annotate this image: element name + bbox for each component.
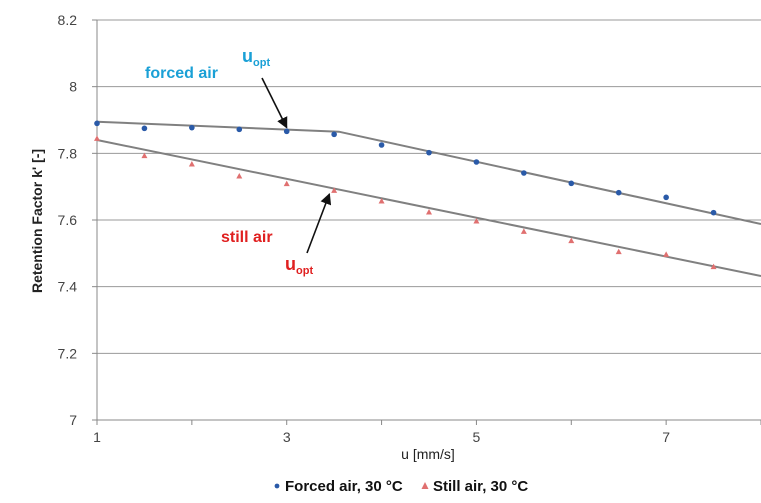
legend-label-still-air: Still air, 30 °C — [433, 478, 528, 495]
data-points — [94, 120, 717, 270]
data-point-still-air — [568, 237, 575, 244]
data-point-forced-air — [615, 189, 622, 196]
annotation-forced-air-label: forced air — [145, 65, 218, 82]
data-point-still-air — [94, 135, 100, 141]
data-point-still-air — [188, 161, 195, 167]
legend: Forced air, 30 °C Still air, 30 °C — [274, 478, 528, 495]
annotation-forced-arrow — [261, 77, 288, 129]
data-point-forced-air — [283, 128, 290, 135]
x-tick-label: 5 — [473, 429, 481, 445]
annotation-still-u-opt: uopt — [285, 254, 313, 277]
annotation-forced-air: forced air uopt — [145, 46, 288, 129]
u-opt-sub: opt — [253, 57, 270, 69]
y-tick-label: 8 — [69, 79, 77, 95]
x-tick-label: 1 — [93, 429, 101, 445]
x-tick-label: 3 — [283, 429, 291, 445]
data-point-forced-air — [521, 170, 527, 176]
y-tick-label: 7.4 — [58, 279, 78, 295]
data-point-forced-air — [378, 142, 385, 148]
data-point-forced-air — [141, 125, 148, 132]
y-tick-label: 7.2 — [58, 345, 78, 361]
data-point-forced-air — [426, 149, 432, 156]
data-point-forced-air — [473, 159, 480, 165]
data-point-still-air — [663, 251, 670, 257]
legend-label-forced-air: Forced air, 30 °C — [285, 478, 403, 495]
data-point-still-air — [141, 152, 148, 159]
data-point-still-air — [378, 198, 385, 204]
trend-line-1 — [96, 139, 761, 277]
data-point-still-air — [236, 173, 243, 179]
grid-lines — [97, 19, 761, 354]
legend-marker-forced-air — [274, 483, 280, 489]
u-opt-main: u — [285, 254, 296, 274]
legend-marker-still-air — [421, 482, 429, 489]
annotation-still-air: still air uopt — [221, 192, 332, 277]
y-tick-label: 7.6 — [58, 212, 78, 228]
y-tick-label: 7.8 — [58, 145, 78, 161]
annotation-forced-u-opt: uopt — [242, 46, 270, 69]
u-opt-main: u — [242, 46, 253, 66]
annotation-still-arrow — [306, 192, 332, 254]
trend-lines — [96, 120, 761, 277]
annotation-still-air-label: still air — [221, 229, 273, 246]
x-tick-label: 7 — [662, 429, 670, 445]
data-point-still-air — [615, 248, 622, 255]
y-tick-label: 7 — [69, 412, 77, 428]
data-point-still-air — [710, 263, 717, 270]
data-point-forced-air — [663, 194, 669, 201]
data-point-forced-air — [331, 131, 337, 138]
axes — [92, 19, 761, 425]
data-point-forced-air — [189, 124, 195, 131]
data-point-still-air — [473, 218, 480, 224]
data-point-forced-air — [94, 120, 100, 127]
y-axis-title: Retention Factor k' [-] — [29, 149, 45, 293]
u-opt-sub: opt — [296, 265, 313, 277]
x-axis-title: u [mm/s] — [401, 446, 455, 462]
tick-labels: 7 7.2 7.4 7.6 7.8 8 8.2 1 3 5 7 — [58, 12, 671, 445]
data-point-still-air — [520, 228, 527, 234]
y-tick-label: 8.2 — [58, 12, 78, 28]
data-point-forced-air — [710, 209, 717, 216]
data-point-still-air — [283, 180, 290, 187]
data-point-still-air — [426, 209, 432, 215]
data-point-forced-air — [568, 180, 575, 187]
data-point-forced-air — [236, 126, 243, 133]
data-point-still-air — [331, 187, 338, 193]
